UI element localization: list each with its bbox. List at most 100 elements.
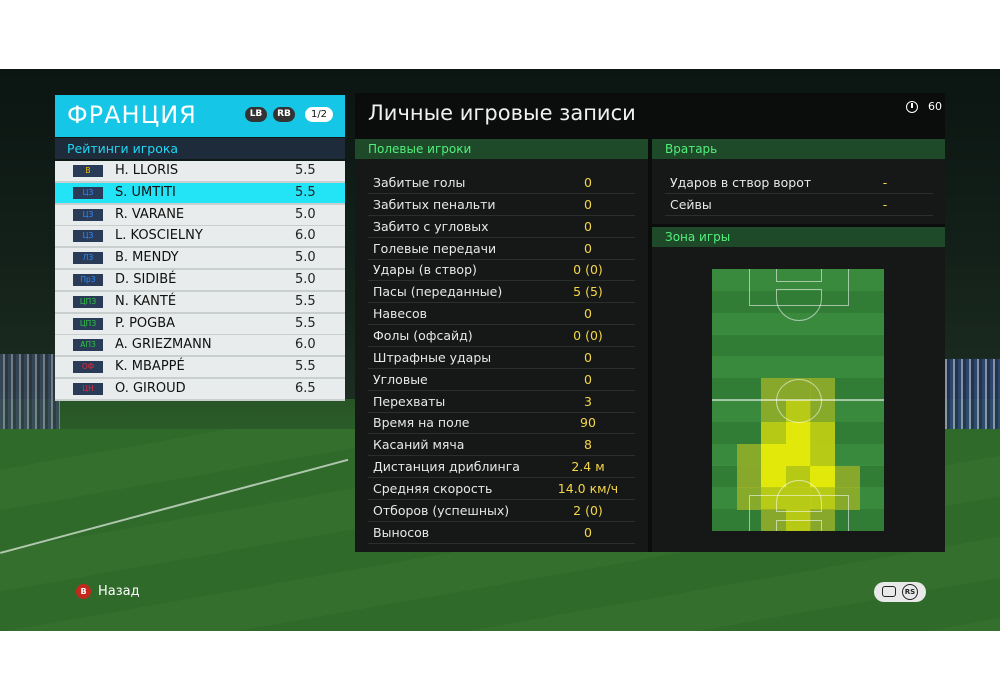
player-row[interactable]: ЦПЗ N. KANTÉ 5.5 xyxy=(55,291,345,314)
heat-cell xyxy=(810,509,836,531)
crowd-right xyxy=(942,359,1000,439)
player-row[interactable]: В H. LLORIS 5.5 xyxy=(55,161,345,183)
stat-row: Забитые голы 0 xyxy=(368,172,635,194)
stat-row: Штрафные удары 0 xyxy=(368,347,635,369)
gk-stat-value: - xyxy=(882,175,888,190)
player-name: K. MBAPPÉ xyxy=(115,359,185,375)
pitch-stripe xyxy=(712,334,884,357)
heat-cell xyxy=(810,443,836,466)
player-row[interactable]: ЛЗ B. MENDY 5.0 xyxy=(55,248,345,271)
goal-box-bottom xyxy=(776,520,822,531)
heat-cell xyxy=(761,509,787,531)
stat-value: 5 (5) xyxy=(573,284,603,300)
goalkeeper-heading: Вратарь xyxy=(652,139,945,159)
pitch-stripe xyxy=(712,269,884,291)
heat-cell xyxy=(761,465,787,488)
gk-stat-value: - xyxy=(882,197,888,212)
player-rating: 6.0 xyxy=(295,228,316,244)
stat-label: Фолы (офсайд) xyxy=(373,327,473,343)
heat-cell xyxy=(810,465,836,488)
stat-row: Забитых пенальти 0 xyxy=(368,194,635,216)
timer-value: 60 xyxy=(928,100,942,113)
player-name: B. MENDY xyxy=(115,250,179,266)
position-badge: ЦЗ xyxy=(73,186,103,199)
stat-value: 0 xyxy=(584,371,592,387)
stat-value: 2.4 м xyxy=(571,459,605,475)
stat-value: 90 xyxy=(580,415,596,431)
position-badge: ЦН xyxy=(73,383,103,395)
player-rating: 5.0 xyxy=(295,272,316,287)
match-timer: 60 xyxy=(900,97,946,117)
heat-cell xyxy=(736,443,762,466)
stat-label: Забитые голы xyxy=(373,175,466,190)
player-name: A. GRIEZMANN xyxy=(115,337,212,353)
heat-cell xyxy=(785,443,811,466)
gk-stat-label: Сейвы xyxy=(670,197,712,212)
position-badge: ЦПЗ xyxy=(73,317,103,330)
stat-row: Забито с угловых 0 xyxy=(368,216,635,238)
player-row[interactable]: АПЗ A. GRIEZMANN 6.0 xyxy=(55,335,345,358)
player-name: D. SIDIBÉ xyxy=(115,272,177,287)
stat-label: Угловые xyxy=(373,371,428,387)
player-name: O. GIROUD xyxy=(115,381,186,396)
heat-cell xyxy=(785,421,811,445)
stat-value: 0 xyxy=(584,240,592,256)
player-row[interactable]: ПрЗ D. SIDIBÉ 5.0 xyxy=(55,270,345,292)
player-rating: 6.0 xyxy=(295,337,316,353)
rb-button-icon[interactable]: RB xyxy=(273,107,295,122)
outfield-panel xyxy=(355,139,648,552)
heat-cell xyxy=(834,465,860,488)
player-name: H. LLORIS xyxy=(115,163,179,178)
gk-stat-label: Ударов в створ ворот xyxy=(670,175,812,190)
stat-value: 0 xyxy=(584,524,592,540)
stat-row: Удары (в створ) 0 (0) xyxy=(368,259,635,282)
position-badge: ЦПЗ xyxy=(73,295,103,308)
stat-value: 0 (0) xyxy=(573,262,603,278)
player-row[interactable]: ЦПЗ P. POGBA 5.5 xyxy=(55,313,345,336)
chat-icon[interactable] xyxy=(882,586,896,597)
player-row[interactable]: ЦЗ R. VARANE 5.0 xyxy=(55,204,345,227)
stat-value: 2 (0) xyxy=(573,502,603,518)
stat-value: 0 (0) xyxy=(573,327,603,343)
position-badge: ЦЗ xyxy=(73,230,103,243)
heatmap-pitch xyxy=(712,269,884,531)
team-name: ФРАНЦИЯ xyxy=(67,101,197,129)
rs-button-icon[interactable]: RS xyxy=(902,584,918,600)
heat-cell xyxy=(736,465,762,488)
stat-value: 8 xyxy=(584,437,592,453)
zone-heading: Зона игры xyxy=(652,227,945,247)
page-title: Личные игровые записи xyxy=(368,101,636,125)
position-badge: ЛЗ xyxy=(73,252,103,265)
stat-row: Фолы (офсайд) 0 (0) xyxy=(368,325,635,347)
lb-button-icon[interactable]: LB xyxy=(245,107,267,122)
crowd-left xyxy=(0,354,60,434)
stat-label: Голевые передачи xyxy=(373,240,497,256)
stat-label: Перехваты xyxy=(373,393,446,409)
player-row[interactable]: ОФ K. MBAPPÉ 5.5 xyxy=(55,357,345,380)
stat-label: Отборов (успешных) xyxy=(373,502,510,518)
gk-stat-row: Сейвы - xyxy=(665,194,933,216)
pitch-stripe xyxy=(712,312,884,335)
player-row[interactable]: ЦН O. GIROUD 6.5 xyxy=(55,379,345,401)
b-button-icon: B xyxy=(76,584,91,599)
position-badge: АПЗ xyxy=(73,339,103,352)
stat-label: Удары (в створ) xyxy=(373,262,477,278)
gk-stat-row: Ударов в створ ворот - xyxy=(665,172,933,194)
stat-row: Касаний мяча 8 xyxy=(368,434,635,457)
player-rating: 6.5 xyxy=(295,381,316,396)
stat-row: Угловые 0 xyxy=(368,369,635,391)
player-row[interactable]: ЦЗ S. UMTITI 5.5 xyxy=(55,182,345,205)
pitch-stripe xyxy=(712,356,884,379)
player-rating: 5.5 xyxy=(295,315,316,331)
stat-row: Выносов 0 xyxy=(368,522,635,544)
position-badge: ОФ xyxy=(73,361,103,374)
player-row[interactable]: ЦЗ L. KOSCIELNY 6.0 xyxy=(55,226,345,249)
stat-label: Время на поле xyxy=(373,415,470,431)
heat-cell xyxy=(810,421,836,445)
ratings-title: Рейтинги игрока xyxy=(55,138,345,159)
player-name: N. KANTÉ xyxy=(115,293,177,309)
stat-value: 3 xyxy=(584,393,592,409)
player-rating: 5.5 xyxy=(295,359,316,375)
stat-label: Штрафные удары xyxy=(373,349,492,365)
heat-cell xyxy=(761,443,787,466)
